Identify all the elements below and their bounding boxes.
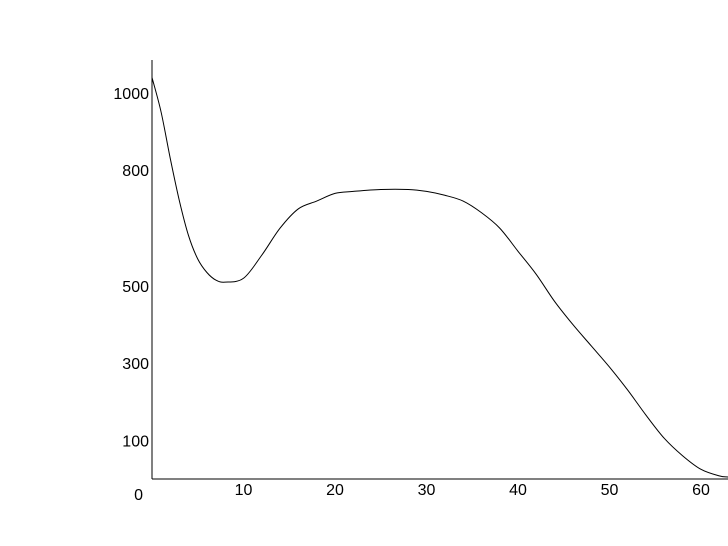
- y-tick-label: 0: [134, 487, 143, 504]
- x-tick-label: 50: [601, 482, 619, 499]
- axes: [151, 60, 728, 480]
- y-tick-label: 1000: [113, 86, 149, 103]
- x-tick-label: 60: [692, 482, 710, 499]
- y-tick-label: 500: [122, 279, 149, 296]
- y-tick-label: 800: [122, 163, 149, 180]
- x-tick-label: 20: [326, 482, 344, 499]
- series-line-0: [151, 77, 728, 478]
- x-tick-label: 40: [509, 482, 527, 499]
- series-group: [151, 77, 728, 478]
- y-tick-label: 100: [122, 433, 149, 450]
- x-tick-label: 30: [418, 482, 436, 499]
- tick-labels: 10 20 30 40 50 60 0 100 300 500 800 1000: [113, 86, 710, 504]
- x-tick-label: 10: [235, 482, 253, 499]
- y-tick-label: 300: [122, 356, 149, 373]
